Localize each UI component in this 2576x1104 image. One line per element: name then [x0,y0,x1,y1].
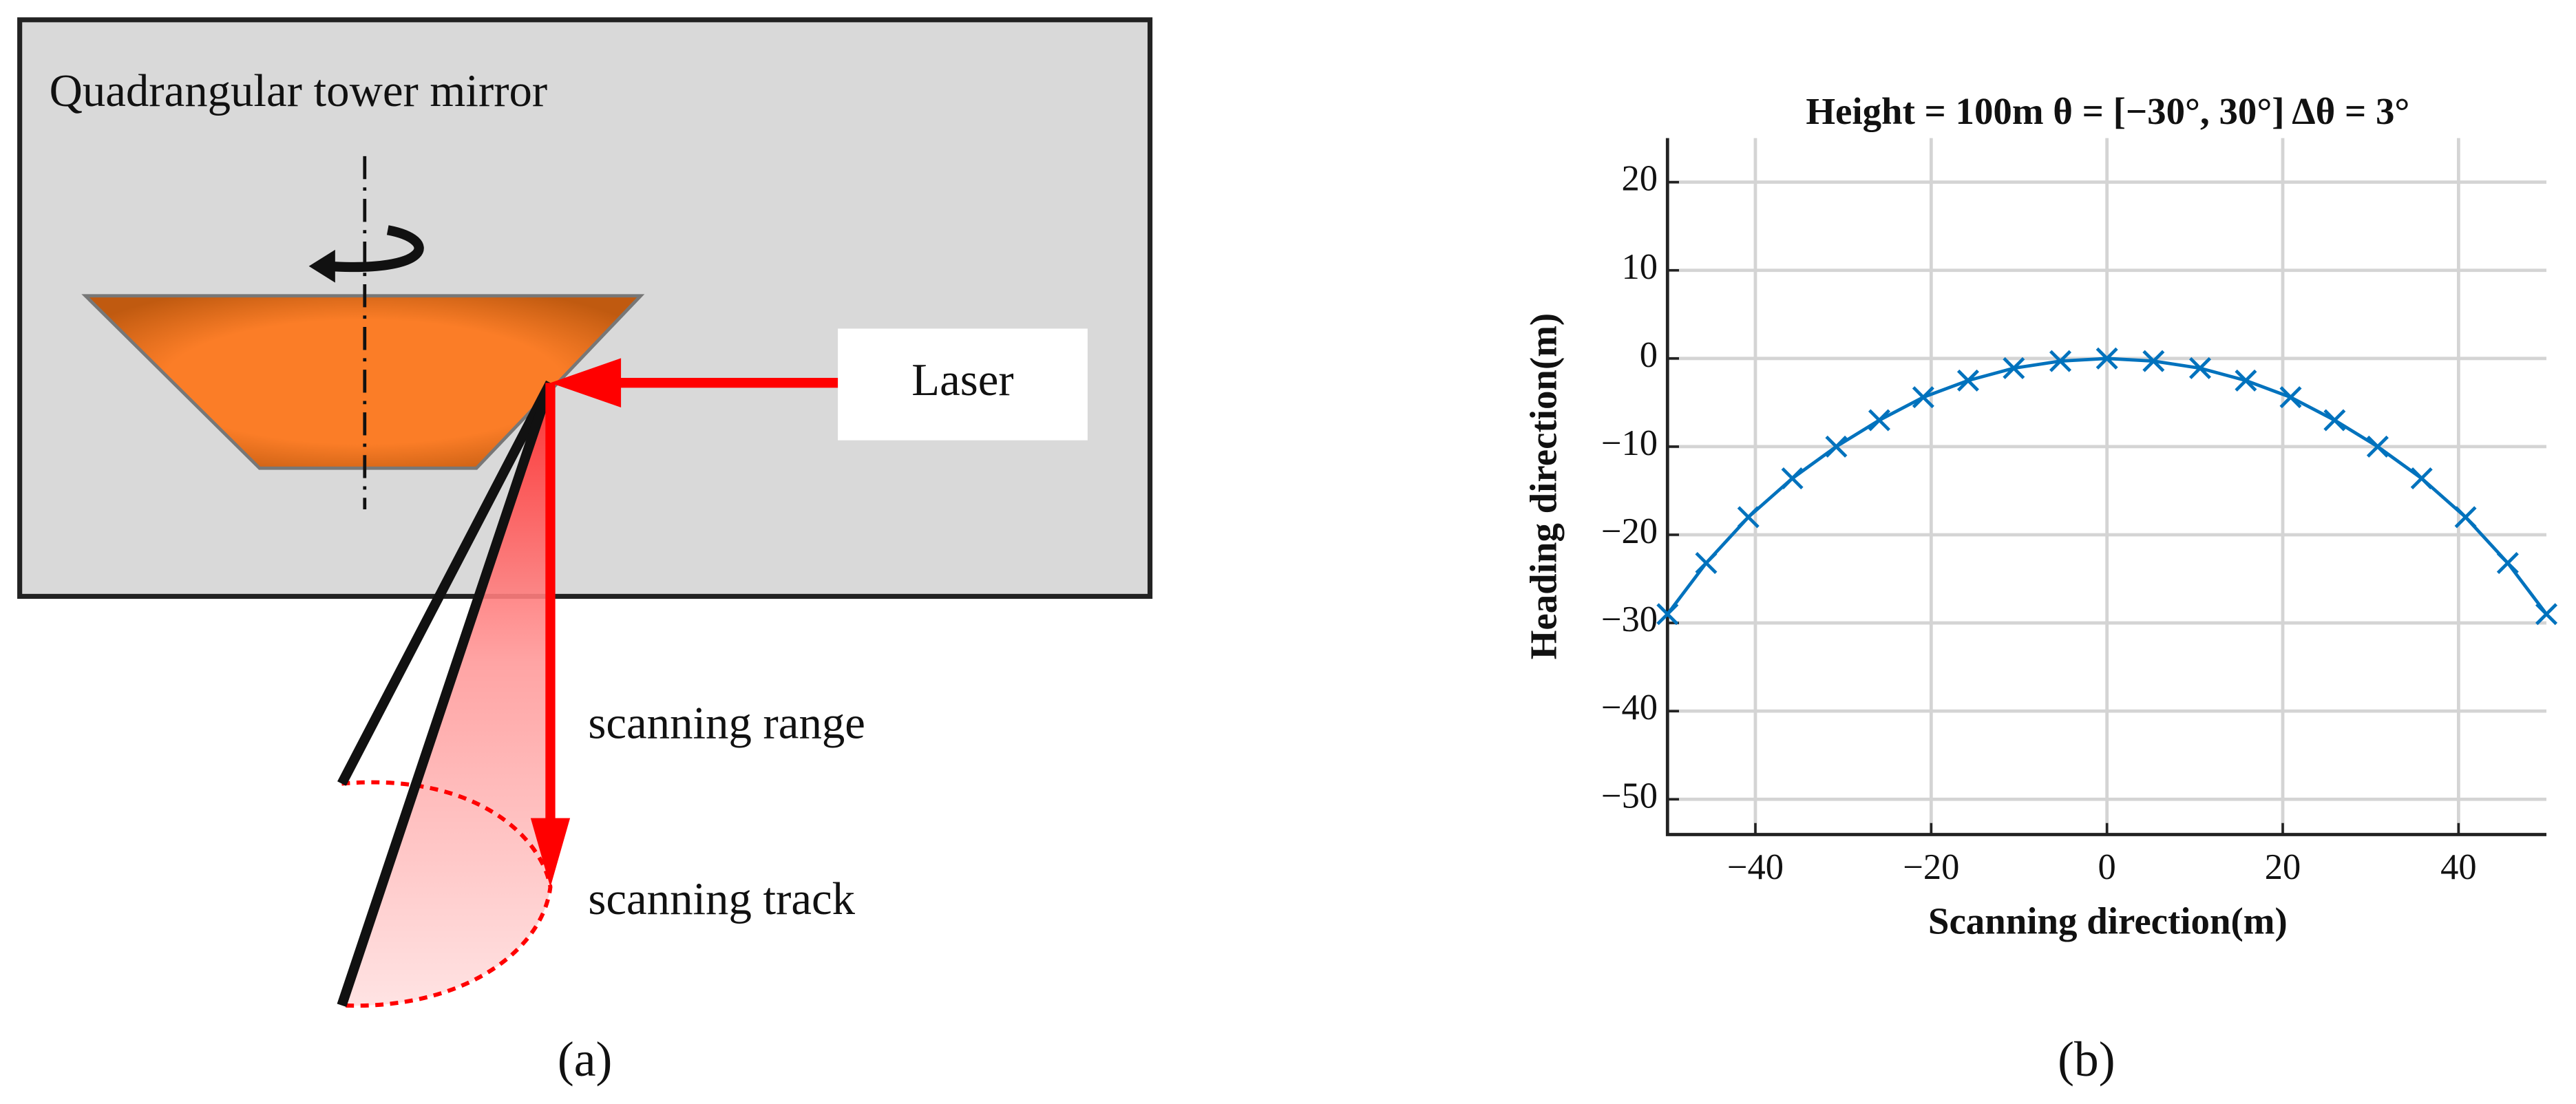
laser-box [838,328,1088,440]
marker [1825,435,1848,458]
marker [2235,369,2257,392]
marker [1912,386,1934,409]
marker [2095,347,2118,370]
marker [2188,357,2212,379]
marker [2049,350,2072,372]
marker [2003,357,2025,379]
marker [1868,409,1890,432]
marker [2366,435,2389,458]
marker [2142,350,2165,372]
marker [2454,506,2477,529]
y-tick-label: 0 [1640,335,1658,375]
marker [2279,386,2302,409]
laser-label: Laser [911,354,1013,405]
y-tick-label: −50 [1601,776,1658,816]
beam-edge [337,380,555,786]
marker [1737,506,1760,529]
x-tick-label: 20 [2265,847,2301,887]
y-tick-label: 10 [1621,247,1658,287]
y-tick-label: −10 [1601,423,1658,463]
x-tick-label: 40 [2440,847,2476,887]
diagram-title: Quadrangular tower mirror [50,65,548,116]
axes [1665,138,2547,836]
chart-title: Height = 100m θ = [−30°, 30°] Δθ = 3° [1806,90,2409,132]
scanning-range-label: scanning range [588,698,865,749]
scanning-track-label: scanning track [588,873,855,924]
chart: Height = 100m θ = [−30°, 30°] Δθ = 3° Sc… [1523,90,2558,1087]
scan-arrowhead [530,818,571,887]
y-tick-label: −20 [1601,511,1658,551]
rotation-arrow [328,225,424,273]
x-tick-label: −20 [1903,847,1959,887]
y-tick-label: −40 [1601,688,1658,728]
marker [1656,603,1679,626]
diagram: Quadrangular tower mirror Laser scanning… [17,17,1153,1087]
x-tick-label: −40 [1727,847,1784,887]
marker [2323,409,2346,432]
y-tick-label: −30 [1601,599,1658,639]
x-tick-label: 0 [2098,847,2116,887]
y-tick-label: 20 [1621,159,1658,199]
x-axis-label: Scanning direction(m) [1928,900,2288,942]
marker [1695,551,1718,574]
marker [2410,467,2433,490]
marker [2496,551,2519,574]
marker [1781,467,1804,490]
beam-edge [337,381,556,1007]
laser-arrowhead [550,358,622,407]
caption: (a) [558,1032,612,1087]
marker [1956,369,1979,392]
marker [2535,603,2558,626]
rotation-arrowhead [308,249,335,283]
y-axis-label: Heading direction(m) [1523,313,1565,659]
caption: (b) [2058,1032,2115,1087]
